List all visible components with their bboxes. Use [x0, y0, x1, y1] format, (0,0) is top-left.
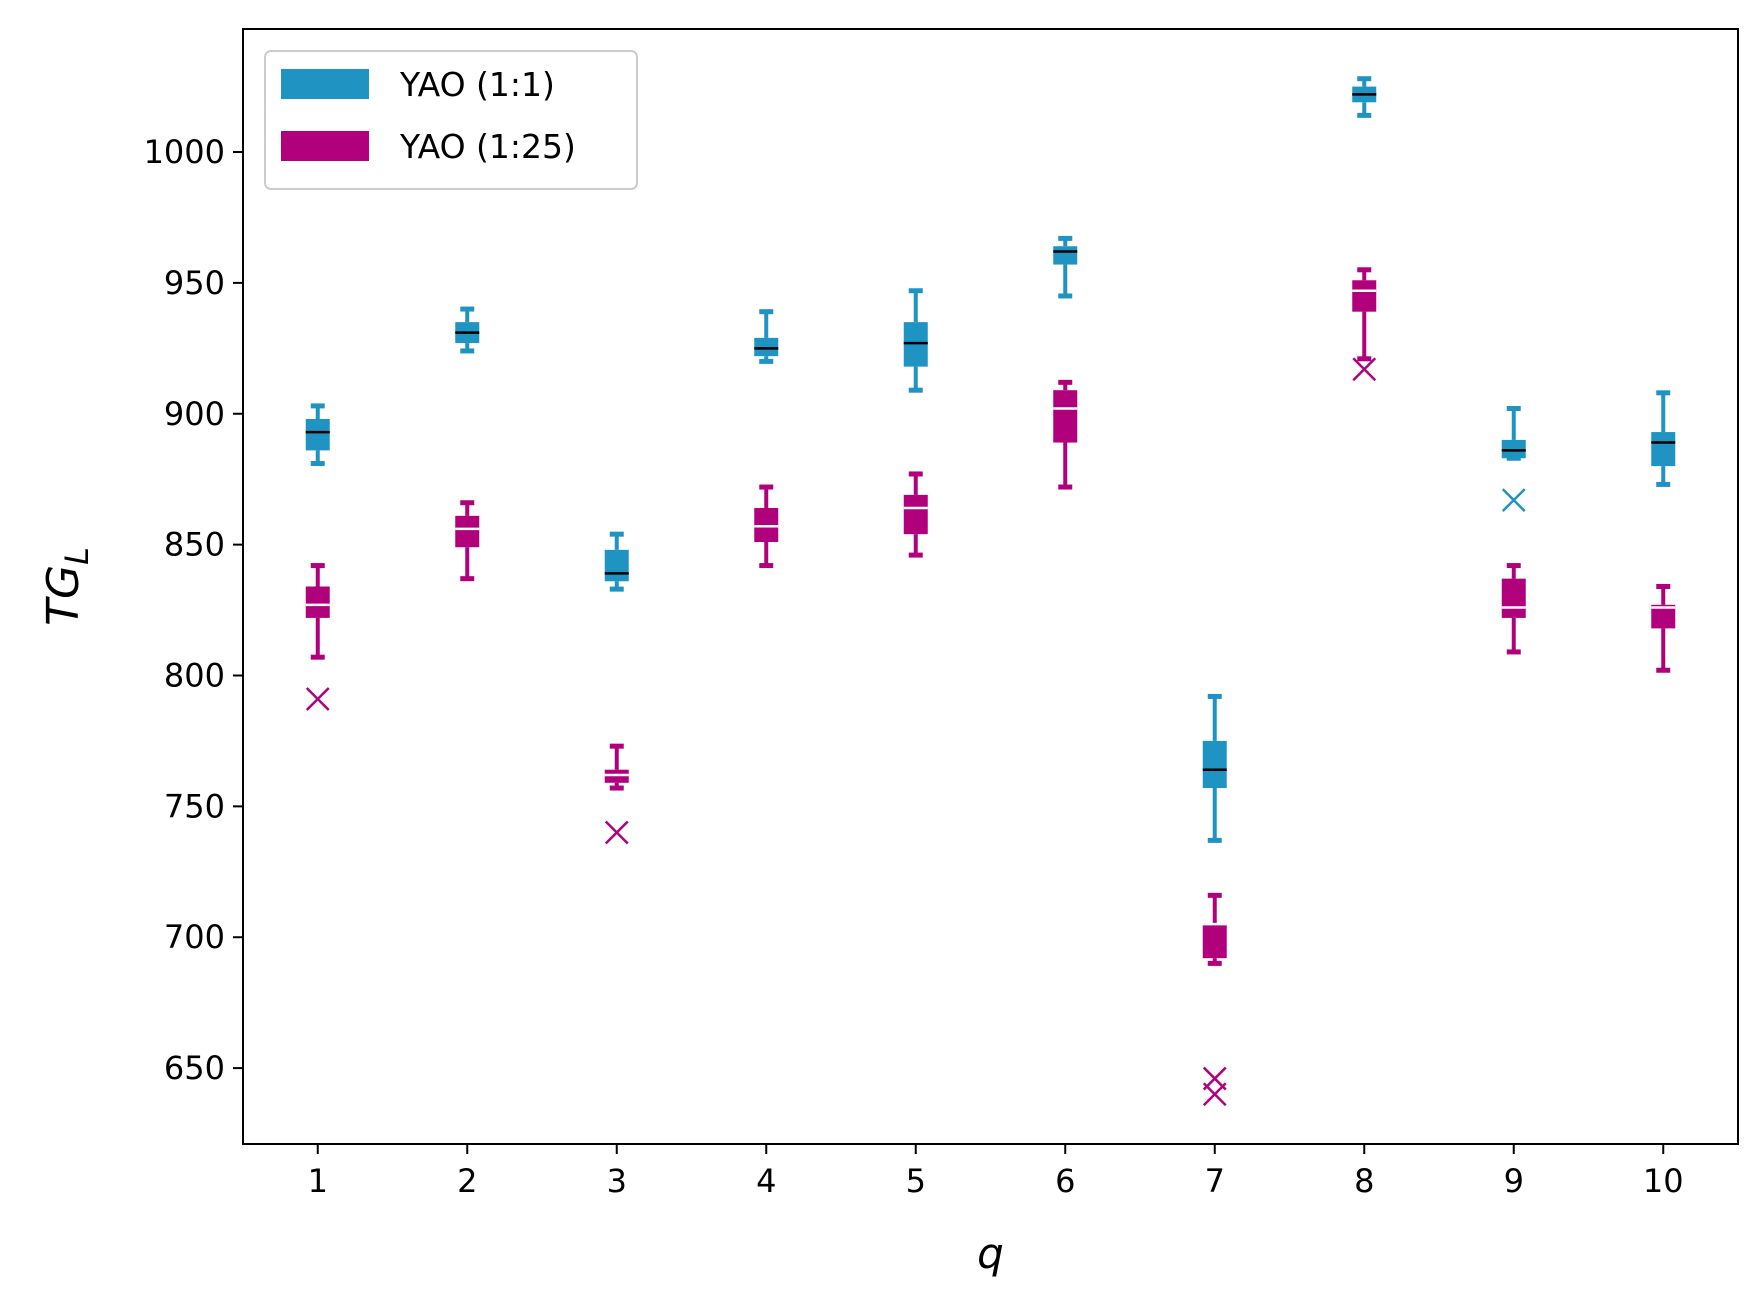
flier-stroke [1501, 488, 1526, 513]
x-tick-label: 4 [756, 1162, 776, 1200]
flier-stroke [305, 687, 330, 711]
box-iqr [305, 586, 330, 618]
x-tick-label: 8 [1354, 1162, 1374, 1200]
box-series1-q8 [1352, 76, 1377, 118]
box-iqr [1352, 280, 1377, 312]
flier-marker [604, 820, 629, 845]
y-tick-label: 900 [164, 395, 225, 433]
x-tick-label: 6 [1055, 1162, 1075, 1200]
box-iqr [305, 418, 330, 451]
box-iqr [754, 337, 779, 357]
y-axis-label-subscript: L [58, 547, 96, 565]
box-series1-q6 [1053, 235, 1078, 299]
flier-marker [305, 687, 330, 711]
box-iqr [1501, 439, 1526, 459]
box-series1-q5 [903, 288, 928, 393]
y-tick-label: 750 [164, 787, 225, 825]
x-tick-label: 2 [457, 1162, 477, 1200]
y-tick-label: 850 [164, 526, 225, 564]
legend-item-2: YAO (1:25) [281, 127, 576, 166]
box-iqr [1651, 432, 1676, 467]
legend-label: YAO (1:1) [399, 65, 555, 104]
flier-marker [1202, 1082, 1227, 1107]
box-iqr [1202, 740, 1227, 789]
box-series1-q9 [1501, 406, 1526, 513]
box-series2-q6 [1053, 379, 1078, 490]
box-series2-q9 [1501, 563, 1526, 655]
flier-stroke [604, 820, 629, 845]
flier-stroke [1352, 357, 1377, 382]
plot-frame [242, 28, 1739, 1145]
legend-item-1: YAO (1:1) [281, 65, 555, 104]
box-iqr [1053, 390, 1078, 443]
box-series1-q1 [305, 403, 330, 466]
box-iqr [604, 549, 629, 582]
series-2 [305, 267, 1676, 1107]
x-tick-label: 7 [1205, 1162, 1225, 1200]
y-tick-label: 700 [164, 918, 225, 956]
box-iqr [455, 515, 480, 548]
box-series1-q2 [455, 306, 480, 354]
box-iqr [1053, 246, 1078, 265]
x-tick-label: 5 [906, 1162, 926, 1200]
box-iqr [754, 507, 779, 543]
x-tick-label: 3 [607, 1162, 627, 1200]
series-1 [305, 76, 1676, 843]
y-tick-label: 950 [164, 264, 225, 302]
box-iqr [1202, 924, 1227, 959]
legend-swatch [281, 131, 369, 161]
box-series2-q3 [604, 743, 629, 845]
box-series2-q4 [754, 484, 779, 569]
x-axis-label: q [977, 1229, 1004, 1278]
flier-marker [1501, 488, 1526, 513]
legend: YAO (1:1) YAO (1:25) [264, 50, 638, 190]
y-tick-label: 650 [164, 1049, 225, 1087]
box-series1-q10 [1651, 390, 1676, 487]
box-series1-q4 [754, 309, 779, 364]
box-series2-q10 [1651, 584, 1676, 673]
box-iqr [903, 494, 928, 535]
box-series2-q1 [305, 563, 330, 711]
box-series2-q5 [903, 471, 928, 558]
box-series2-q2 [455, 500, 480, 582]
box-series2-q7 [1202, 892, 1227, 1107]
flier-marker [1352, 357, 1377, 382]
axes: 1 2 3 4 5 6 7 8 9 10 650 700 750 800 850 900 950 1000 q TGL [38, 28, 1739, 1278]
box-iqr [604, 769, 629, 783]
legend-swatch [281, 69, 369, 99]
y-tick-label: 800 [164, 656, 225, 694]
flier-stroke [1202, 1082, 1227, 1107]
legend-label: YAO (1:25) [399, 127, 576, 166]
y-axis-label-main: TG [38, 565, 89, 626]
box-series1-q7 [1202, 693, 1227, 843]
x-tick-label: 9 [1504, 1162, 1524, 1200]
box-series2-q8 [1352, 267, 1377, 382]
plot-area [305, 76, 1676, 1107]
x-tick-label: 10 [1643, 1162, 1684, 1200]
x-tick-label: 1 [308, 1162, 328, 1200]
box-iqr [1651, 604, 1676, 629]
y-axis-label: TGL [38, 547, 96, 626]
box-series1-q3 [604, 531, 629, 592]
box-iqr [1501, 578, 1526, 618]
box-iqr [903, 322, 928, 367]
y-tick-label: 1000 [144, 133, 225, 171]
